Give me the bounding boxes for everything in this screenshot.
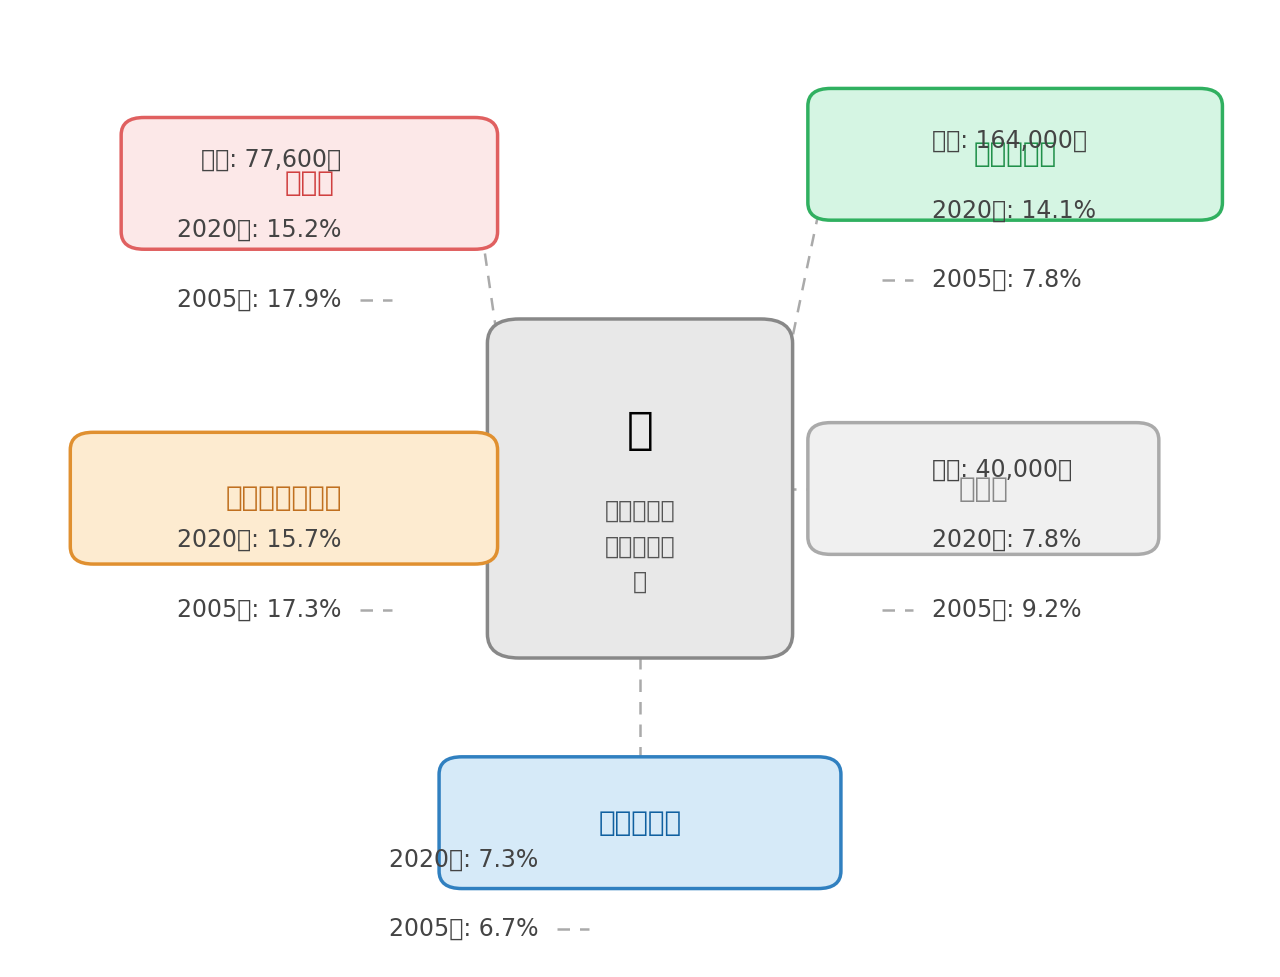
FancyBboxPatch shape bbox=[439, 757, 841, 888]
FancyBboxPatch shape bbox=[70, 432, 498, 564]
Text: 2020年: 14.1%: 2020年: 14.1% bbox=[933, 198, 1097, 223]
Text: 減少: 77,600人: 減少: 77,600人 bbox=[201, 149, 342, 172]
Text: 2005年: 17.3%: 2005年: 17.3% bbox=[177, 598, 342, 621]
Text: 🏭: 🏭 bbox=[627, 409, 653, 452]
FancyBboxPatch shape bbox=[808, 89, 1222, 220]
Text: 2005年: 6.7%: 2005年: 6.7% bbox=[389, 917, 539, 941]
Text: 2005年: 7.8%: 2005年: 7.8% bbox=[933, 269, 1082, 292]
Text: 2020年: 7.8%: 2020年: 7.8% bbox=[933, 528, 1082, 552]
Text: 医療・福祉: 医療・福祉 bbox=[974, 141, 1057, 168]
Text: 増加: 164,000人: 増加: 164,000人 bbox=[933, 129, 1088, 152]
Text: 製造業: 製造業 bbox=[284, 169, 334, 197]
Text: 2005年: 9.2%: 2005年: 9.2% bbox=[933, 598, 1082, 621]
Text: 建設業: 建設業 bbox=[959, 475, 1009, 502]
Text: 2020年: 7.3%: 2020年: 7.3% bbox=[389, 847, 539, 871]
Text: 兵庫県の産
業構造の変
遷: 兵庫県の産 業構造の変 遷 bbox=[604, 499, 676, 594]
Text: 2005年: 17.9%: 2005年: 17.9% bbox=[177, 287, 342, 312]
FancyBboxPatch shape bbox=[122, 117, 498, 249]
Text: 2020年: 15.2%: 2020年: 15.2% bbox=[177, 218, 342, 242]
FancyBboxPatch shape bbox=[488, 319, 792, 658]
Text: サービス業: サービス業 bbox=[599, 809, 681, 836]
FancyBboxPatch shape bbox=[808, 423, 1158, 554]
Text: 卸売業・小売業: 卸売業・小売業 bbox=[225, 485, 342, 512]
Text: 減少: 40,000人: 減少: 40,000人 bbox=[933, 458, 1073, 482]
Text: 2020年: 15.7%: 2020年: 15.7% bbox=[177, 528, 342, 552]
